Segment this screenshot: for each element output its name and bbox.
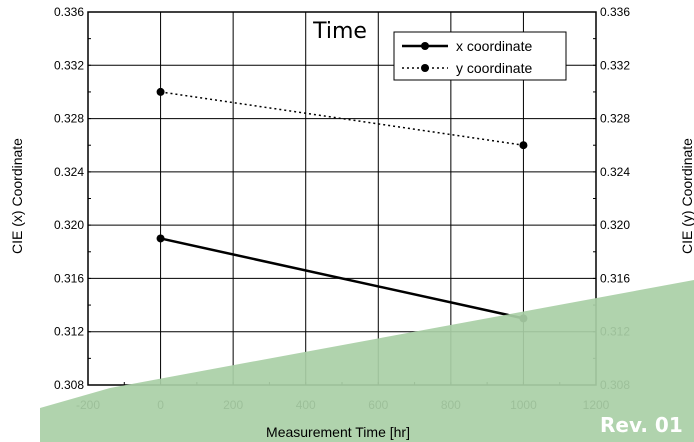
legend-marker-y-coordinate xyxy=(421,64,429,72)
legend-marker-x-coordinate xyxy=(421,42,429,50)
y-tick-label-left: 0.316 xyxy=(54,271,84,285)
legend-label-x-coordinate: x coordinate xyxy=(456,38,532,54)
y-axis-title-right: CIE (y) Coordinate xyxy=(679,138,694,254)
y-tick-label-left: 0.308 xyxy=(54,378,84,392)
data-point-y-coordinate xyxy=(156,87,165,96)
y-tick-label-right: 0.328 xyxy=(600,112,630,126)
legend: x coordinate y coordinate xyxy=(393,31,567,81)
series-layer xyxy=(156,87,528,323)
y-tick-label-left: 0.324 xyxy=(54,165,84,179)
y-tick-label-right: 0.320 xyxy=(600,218,630,232)
data-point-y-coordinate xyxy=(519,141,528,150)
y-tick-label-right: 0.336 xyxy=(600,5,630,19)
watermark-band xyxy=(40,280,694,442)
x-axis-title: Measurement Time [hr] xyxy=(266,424,410,440)
data-point-x-coordinate xyxy=(156,234,165,243)
y-tick-label-right: 0.332 xyxy=(600,58,630,72)
y-tick-label-right: 0.316 xyxy=(600,271,630,285)
legend-box xyxy=(393,31,567,81)
chart-title: Time xyxy=(312,19,367,44)
y-tick-label-left: 0.312 xyxy=(54,325,84,339)
y-axis-title-left: CIE (x) Coordinate xyxy=(9,138,25,254)
legend-label-y-coordinate: y coordinate xyxy=(456,60,532,76)
y-tick-label-left: 0.328 xyxy=(54,112,84,126)
y-tick-label-left: 0.320 xyxy=(54,218,84,232)
watermark-band-layer xyxy=(40,280,694,442)
watermark-rev-label: Rev. 01 xyxy=(600,413,683,437)
y-tick-label-right: 0.324 xyxy=(600,165,630,179)
y-tick-label-left: 0.336 xyxy=(54,5,84,19)
y-tick-label-left: 0.332 xyxy=(54,58,84,72)
series-line-x-coordinate xyxy=(160,237,524,320)
series-line-y-coordinate xyxy=(160,91,524,146)
